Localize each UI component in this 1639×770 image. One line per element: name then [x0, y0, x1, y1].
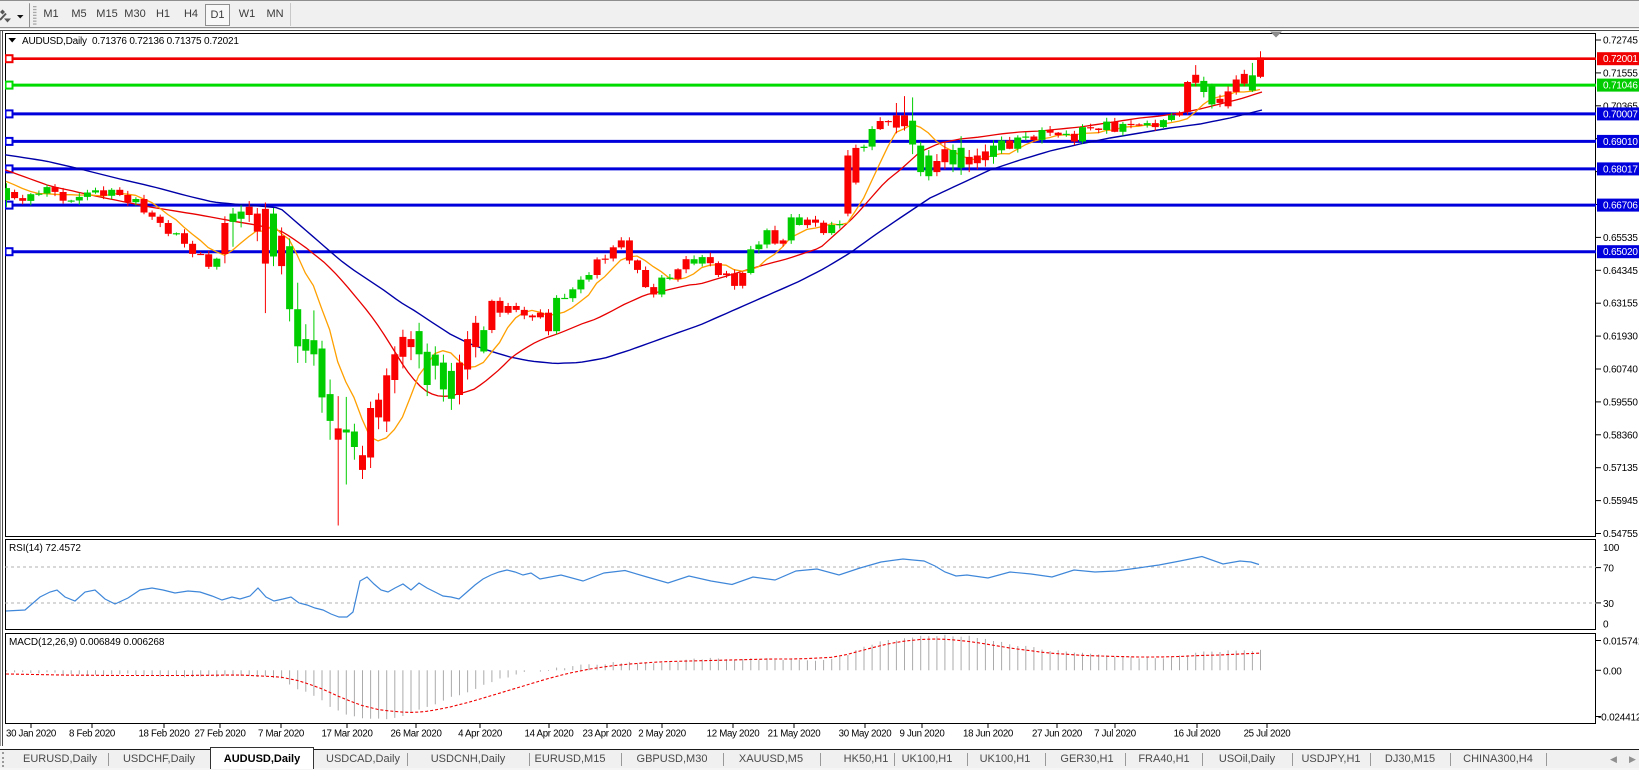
svg-text:7 Jul 2020: 7 Jul 2020 — [1094, 729, 1137, 740]
svg-text:26 Mar 2020: 26 Mar 2020 — [390, 729, 442, 740]
svg-text:0.71555: 0.71555 — [1603, 68, 1638, 79]
svg-text:-0.024412: -0.024412 — [1598, 713, 1639, 724]
svg-text:RSI(14) 72.4572: RSI(14) 72.4572 — [9, 543, 81, 554]
svg-text:18 Feb 2020: 18 Feb 2020 — [138, 729, 190, 740]
svg-text:0.66706: 0.66706 — [1603, 201, 1638, 212]
svg-text:25 Jul 2020: 25 Jul 2020 — [1244, 729, 1292, 740]
svg-text:8 Feb 2020: 8 Feb 2020 — [69, 729, 116, 740]
svg-text:0.015741: 0.015741 — [1603, 637, 1639, 648]
svg-text:0.69010: 0.69010 — [1603, 137, 1638, 148]
svg-text:0: 0 — [1603, 620, 1609, 631]
svg-text:0.72001: 0.72001 — [1603, 54, 1638, 65]
svg-text:100: 100 — [1603, 543, 1620, 554]
svg-text:30 May 2020: 30 May 2020 — [839, 729, 893, 740]
svg-text:0.70007: 0.70007 — [1603, 109, 1638, 120]
svg-text:9 Jun 2020: 9 Jun 2020 — [900, 729, 946, 740]
svg-text:30 Jan 2020: 30 Jan 2020 — [6, 729, 57, 740]
svg-text:17 Mar 2020: 17 Mar 2020 — [321, 729, 373, 740]
svg-text:70: 70 — [1603, 564, 1614, 575]
svg-text:21 May 2020: 21 May 2020 — [768, 729, 822, 740]
svg-text:16 Jul 2020: 16 Jul 2020 — [1174, 729, 1222, 740]
svg-text:27 Feb 2020: 27 Feb 2020 — [194, 729, 246, 740]
svg-text:0.00: 0.00 — [1603, 666, 1622, 677]
svg-text:0.64345: 0.64345 — [1603, 266, 1638, 277]
svg-text:0.70365: 0.70365 — [1603, 101, 1638, 112]
svg-text:0.57135: 0.57135 — [1603, 463, 1638, 474]
svg-text:14 Apr 2020: 14 Apr 2020 — [525, 729, 575, 740]
svg-text:0.61930: 0.61930 — [1603, 332, 1638, 343]
svg-text:2 May 2020: 2 May 2020 — [638, 729, 687, 740]
svg-text:0.55945: 0.55945 — [1603, 496, 1638, 507]
svg-text:18 Jun 2020: 18 Jun 2020 — [963, 729, 1014, 740]
svg-text:MACD(12,26,9) 0.006849 0.00626: MACD(12,26,9) 0.006849 0.006268 — [9, 637, 165, 648]
svg-text:30: 30 — [1603, 599, 1614, 610]
svg-text:0.65535: 0.65535 — [1603, 233, 1638, 244]
svg-text:23 Apr 2020: 23 Apr 2020 — [583, 729, 633, 740]
svg-text:0.60740: 0.60740 — [1603, 365, 1638, 376]
svg-text:0.72745: 0.72745 — [1603, 36, 1638, 47]
svg-text:0.59550: 0.59550 — [1603, 397, 1638, 408]
svg-text:4 Apr 2020: 4 Apr 2020 — [458, 729, 503, 740]
svg-text:0.63155: 0.63155 — [1603, 299, 1638, 310]
svg-text:AUDUSD,Daily 0.71376 0.72136: AUDUSD,Daily 0.71376 0.72136 0.71375 0.7… — [22, 36, 239, 47]
svg-text:7 Mar 2020: 7 Mar 2020 — [258, 729, 305, 740]
svg-text:0.65020: 0.65020 — [1603, 247, 1638, 258]
svg-text:0.71046: 0.71046 — [1603, 81, 1638, 92]
svg-text:12 May 2020: 12 May 2020 — [707, 729, 761, 740]
svg-text:0.54755: 0.54755 — [1603, 529, 1638, 540]
svg-text:0.68017: 0.68017 — [1603, 164, 1638, 175]
svg-text:27 Jun 2020: 27 Jun 2020 — [1032, 729, 1083, 740]
svg-text:0.58360: 0.58360 — [1603, 430, 1638, 441]
